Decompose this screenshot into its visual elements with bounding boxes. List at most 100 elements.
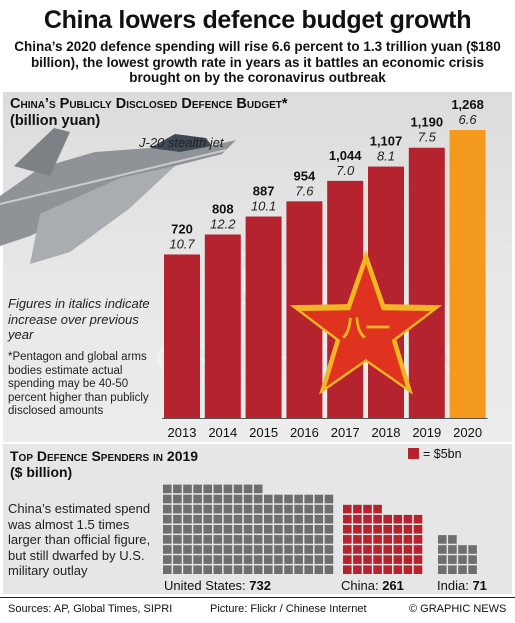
unit-square-united-states <box>264 545 273 554</box>
page-subtitle: China’s 2020 defence spending will rise … <box>14 39 501 85</box>
unit-square-united-states <box>294 514 303 524</box>
unit-square-united-states <box>173 494 182 504</box>
unit-square-united-states <box>213 555 223 564</box>
unit-square-united-states <box>284 494 293 504</box>
unit-square-united-states <box>173 555 182 564</box>
italic-note: Figures in italics indicate increase ove… <box>8 296 150 342</box>
unit-square-united-states <box>203 565 212 574</box>
unit-square-united-states <box>203 504 212 514</box>
unit-square-india <box>458 545 467 554</box>
unit-square-india <box>438 545 447 554</box>
unit-square-united-states <box>233 494 243 504</box>
legend-text: = $5bn <box>423 447 462 461</box>
unit-square-china <box>363 535 372 544</box>
picture-credit: Picture: Flickr / Chinese Internet <box>210 603 367 615</box>
year-tick-label: 2016 <box>290 425 319 440</box>
unit-square-united-states <box>183 484 192 494</box>
legend-square-swatch <box>408 448 419 459</box>
unit-square-china <box>353 525 362 534</box>
country-name: United States: <box>164 578 246 593</box>
unit-square-united-states <box>304 525 313 534</box>
unit-square-china <box>343 555 352 564</box>
unit-square-china <box>413 545 423 554</box>
page-title: China lowers defence budget growth <box>43 6 472 34</box>
value-label: 1,107 <box>370 134 403 149</box>
unit-square-united-states <box>213 545 223 554</box>
unit-square-china <box>373 555 382 564</box>
country-label-india: India: 71 <box>437 578 487 593</box>
year-tick-label: 2015 <box>249 425 278 440</box>
unit-square-united-states <box>183 504 192 514</box>
unit-square-united-states <box>304 504 313 514</box>
unit-square-united-states <box>264 504 273 514</box>
unit-square-china <box>403 514 413 524</box>
unit-square-china <box>393 514 403 524</box>
unit-square-china <box>343 565 352 574</box>
unit-square-united-states <box>243 545 253 554</box>
unit-square-united-states <box>173 514 182 524</box>
unit-square-china <box>403 525 413 534</box>
value-label: 720 <box>171 221 193 236</box>
unit-square-china <box>393 525 403 534</box>
unit-square-united-states <box>233 504 243 514</box>
unit-square-united-states <box>183 565 192 574</box>
unit-square-china <box>343 535 352 544</box>
unit-square-china <box>353 514 362 524</box>
unit-square-united-states <box>294 535 303 544</box>
unit-square-united-states <box>223 525 233 534</box>
unit-square-united-states <box>324 555 334 564</box>
unit-square-united-states <box>183 525 192 534</box>
unit-square-united-states <box>253 484 263 494</box>
country-value: 261 <box>382 578 404 593</box>
unit-square-india <box>438 535 447 544</box>
unit-square-china <box>373 535 382 544</box>
growth-label: 10.7 <box>169 236 195 251</box>
unit-square-united-states <box>294 565 303 574</box>
unit-square-india <box>458 555 467 564</box>
unit-square-united-states <box>213 565 223 574</box>
unit-square-united-states <box>314 504 324 514</box>
unit-square-united-states <box>284 525 293 534</box>
unit-square-india <box>438 555 447 564</box>
unit-square-united-states <box>243 494 253 504</box>
unit-square-china <box>413 514 423 524</box>
unit-square-united-states <box>183 545 192 554</box>
unit-square-united-states <box>274 545 283 554</box>
country-name: India: <box>437 578 469 593</box>
unit-square-united-states <box>163 535 172 544</box>
unit-square-united-states <box>253 565 263 574</box>
unit-square-united-states <box>314 535 324 544</box>
unit-square-united-states <box>294 545 303 554</box>
value-label: 808 <box>212 201 234 216</box>
unit-square-china <box>383 545 392 554</box>
growth-label: 6.6 <box>459 112 478 127</box>
budget-bars <box>162 130 488 419</box>
unit-square-united-states <box>203 525 212 534</box>
unit-square-united-states <box>284 545 293 554</box>
jet-canopy <box>150 134 212 152</box>
growth-label: 7.6 <box>295 183 314 198</box>
unit-square-india <box>438 565 447 574</box>
unit-square-united-states <box>294 494 303 504</box>
country-label-china: China: 261 <box>341 578 404 593</box>
growth-label: 8.1 <box>377 149 395 164</box>
unit-square-united-states <box>304 514 313 524</box>
unit-square-united-states <box>294 555 303 564</box>
unit-square-united-states <box>213 514 223 524</box>
unit-square-china <box>363 555 372 564</box>
sources-credit: Sources: AP, Global Times, SIPRI <box>8 603 173 615</box>
unit-square-china <box>393 565 403 574</box>
unit-square-china <box>413 535 423 544</box>
jet-wing <box>30 166 175 264</box>
unit-square-united-states <box>243 535 253 544</box>
unit-square-united-states <box>213 484 223 494</box>
unit-square-united-states <box>304 555 313 564</box>
unit-square-united-states <box>284 555 293 564</box>
unit-square-china <box>363 545 372 554</box>
unit-square-united-states <box>203 514 212 524</box>
unit-square-united-states <box>223 514 233 524</box>
squares-legend: = $5bn <box>408 447 462 461</box>
unit-square-china <box>373 514 382 524</box>
unit-square-united-states <box>314 514 324 524</box>
unit-square-united-states <box>163 565 172 574</box>
